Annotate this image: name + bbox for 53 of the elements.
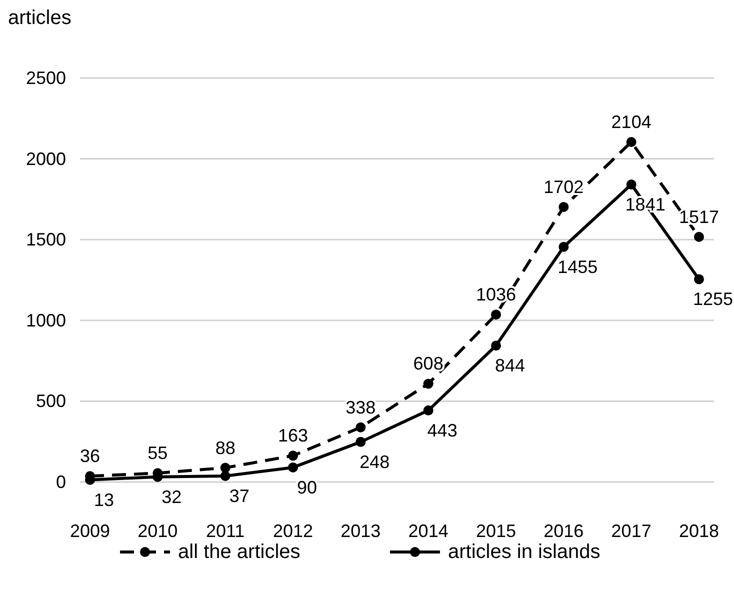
data-label: 90 [296,477,318,498]
data-label: 1036 [476,284,516,305]
y-tick-label: 1500 [26,230,66,250]
data-label: 1455 [558,256,598,277]
data-label: 1255 [692,289,734,310]
y-tick-label: 2500 [26,68,66,88]
legend-label: articles in islands [448,541,600,563]
data-label: 55 [148,443,168,464]
data-label: 1702 [544,176,584,197]
data-label: 338 [346,397,376,418]
x-tick-label: 2013 [340,521,381,541]
y-tick-label: 1000 [26,310,66,330]
point [423,405,434,416]
x-tick-label: 2011 [206,521,245,541]
point [558,202,569,212]
data-label: 2104 [611,112,652,132]
data-label: 37 [229,486,250,506]
point [220,471,230,482]
point [423,378,434,389]
x-tick-label: 2017 [611,521,652,541]
x-tick-label: 2012 [272,521,314,541]
data-label: 32 [162,486,182,507]
data-label: 248 [360,452,390,472]
point [694,232,704,242]
point [356,422,366,432]
data-label: 1517 [678,206,720,227]
data-label: 844 [494,356,526,376]
point [558,242,569,252]
x-tick-label: 2010 [138,521,178,541]
y-tick-label: 0 [56,472,66,492]
x-tick-label: 2018 [678,521,720,541]
data-label: 36 [80,446,100,466]
point [356,436,366,447]
data-label: 88 [215,438,236,458]
point [491,310,501,320]
y-axis-title: articles [8,7,72,29]
point [626,179,636,190]
point [288,462,298,472]
x-tick-label: 2016 [544,521,584,541]
data-label: 163 [278,426,308,446]
data-label: 13 [94,490,114,510]
point [288,450,298,461]
point [694,274,704,284]
x-tick-label: 2014 [408,521,448,541]
y-tick-label: 500 [36,391,66,412]
legend-label: all the articles [178,541,300,563]
y-tick-label: 2000 [26,148,66,169]
point [491,340,501,351]
x-tick-label: 2009 [70,521,110,541]
x-tick-label: 2015 [476,521,516,541]
data-label: 608 [413,354,444,374]
data-label: 443 [427,420,458,440]
point [626,136,636,147]
